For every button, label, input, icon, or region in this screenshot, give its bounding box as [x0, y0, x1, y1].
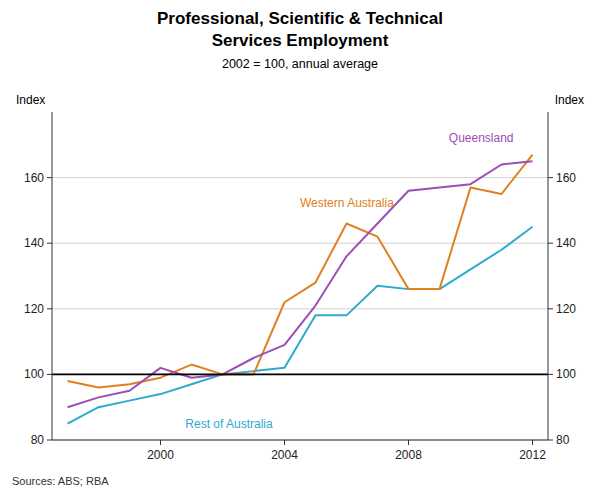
x-axis-line: [52, 440, 548, 441]
x-tick: [284, 440, 285, 445]
x-tick-label: 2008: [395, 448, 422, 462]
y-tick: [47, 177, 52, 178]
y2-tick-label: 160: [556, 171, 576, 185]
y-tick-label: 80: [31, 433, 45, 447]
y2-axis-label: Index: [555, 93, 584, 107]
y-axis-line: [52, 112, 53, 440]
y-axis-label: Index: [16, 93, 45, 107]
y2-tick-label: 140: [556, 236, 576, 250]
y-tick: [47, 243, 52, 244]
grid: [52, 178, 548, 440]
y-tick: [47, 308, 52, 309]
x-tick-label: 2000: [147, 448, 174, 462]
grid-line: [52, 243, 548, 244]
series-label: Queensland: [449, 131, 514, 145]
y2-tick: [548, 374, 553, 375]
y-tick-label: 140: [24, 236, 44, 250]
grid-line: [52, 440, 548, 441]
y2-tick: [548, 177, 553, 178]
grid-line: [52, 177, 548, 178]
series-line: [68, 161, 533, 407]
grid-line: [52, 308, 548, 309]
y2-tick: [548, 243, 553, 244]
y2-tick-label: 100: [556, 367, 576, 381]
title: Professional, Scientific & Technical: [157, 9, 443, 28]
source: Sources: ABS; RBA: [12, 475, 109, 487]
title: Services Employment: [212, 31, 389, 50]
y-tick: [47, 374, 52, 375]
y2-axis-line: [548, 112, 549, 440]
y-tick-label: 120: [24, 302, 44, 316]
series-line: [68, 155, 533, 388]
y-tick: [47, 440, 52, 441]
x-tick: [408, 440, 409, 445]
x-tick-label: 2012: [519, 448, 546, 462]
series-label: Western Australia: [300, 196, 394, 210]
y2-tick-label: 80: [556, 433, 570, 447]
y2-tick: [548, 308, 553, 309]
y-tick-label: 160: [24, 171, 44, 185]
reference-line: [52, 373, 548, 375]
y-tick-label: 100: [24, 367, 44, 381]
y2-tick-label: 120: [556, 302, 576, 316]
y2-tick: [548, 440, 553, 441]
plot-area: [52, 155, 548, 424]
subtitle: 2002 = 100, annual average: [222, 57, 378, 71]
series-label: Rest of Australia: [185, 417, 273, 431]
x-tick-label: 2004: [271, 448, 298, 462]
x-tick: [532, 440, 533, 445]
chart: Professional, Scientific & Technical Serv…: [0, 0, 600, 493]
grid-line: [52, 374, 548, 375]
x-tick: [160, 440, 161, 445]
